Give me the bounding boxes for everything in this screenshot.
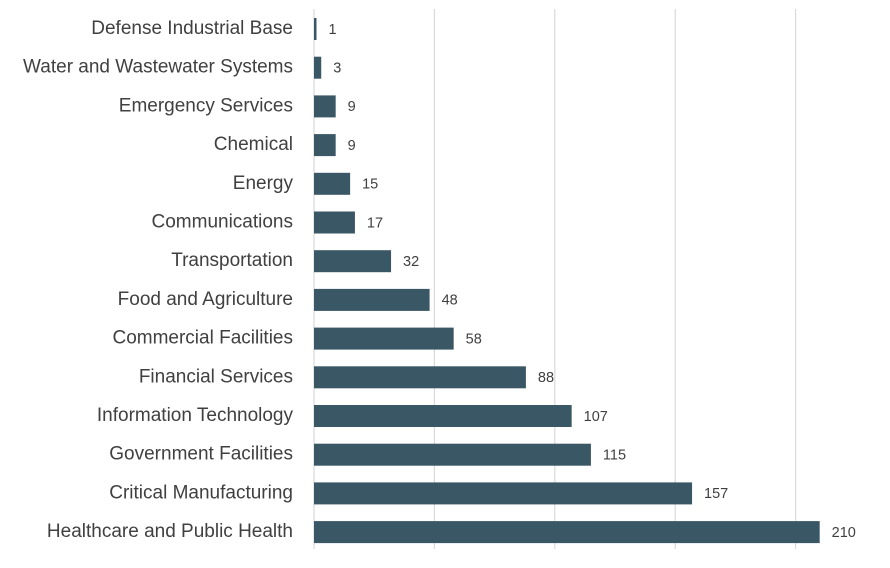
bar (314, 211, 355, 234)
data-label: 58 (466, 331, 482, 347)
data-label: 15 (362, 177, 378, 193)
category-label: Emergency Services (119, 95, 293, 116)
category-label: Water and Wastewater Systems (23, 57, 293, 78)
category-label: Commercial Facilities (112, 328, 293, 349)
bar (314, 172, 351, 195)
bars (314, 18, 820, 544)
category-label: Chemical (214, 134, 293, 155)
category-label: Communications (152, 212, 294, 233)
bar (314, 443, 591, 466)
data-label: 107 (584, 409, 608, 425)
category-label: Food and Agriculture (118, 289, 293, 310)
bar (314, 366, 526, 389)
category-label: Information Technology (97, 405, 294, 426)
bar (314, 134, 336, 157)
bar (314, 18, 317, 40)
category-label: Healthcare and Public Health (47, 521, 293, 542)
data-label: 88 (538, 370, 554, 386)
bar (314, 95, 336, 118)
category-label: Defense Industrial Base (91, 18, 293, 39)
data-label: 9 (348, 99, 356, 115)
bar (314, 56, 322, 79)
data-label: 1 (329, 22, 337, 38)
category-label: Government Facilities (109, 444, 293, 465)
bar (314, 521, 820, 544)
gridlines (313, 9, 797, 549)
bar (314, 482, 693, 505)
category-label: Financial Services (139, 366, 293, 387)
bar (314, 250, 392, 273)
bar (314, 327, 454, 350)
data-label: 9 (348, 138, 356, 154)
category-label: Critical Manufacturing (109, 482, 293, 503)
data-label: 3 (333, 61, 341, 77)
data-label: 210 (832, 525, 856, 541)
bar (314, 405, 572, 427)
category-label: Transportation (171, 250, 293, 271)
data-label: 115 (603, 448, 626, 464)
data-label: 157 (704, 486, 728, 502)
data-label: 32 (403, 254, 419, 270)
data-label: 17 (367, 215, 383, 231)
bar (314, 288, 430, 311)
value-labels: 1 3 9 9 15 17 32 48 58 88 107 115 157 210 (329, 22, 856, 541)
category-labels: Defense Industrial Base Water and Wastewa… (23, 18, 293, 542)
category-label: Energy (233, 173, 294, 194)
data-label: 48 (442, 293, 458, 309)
